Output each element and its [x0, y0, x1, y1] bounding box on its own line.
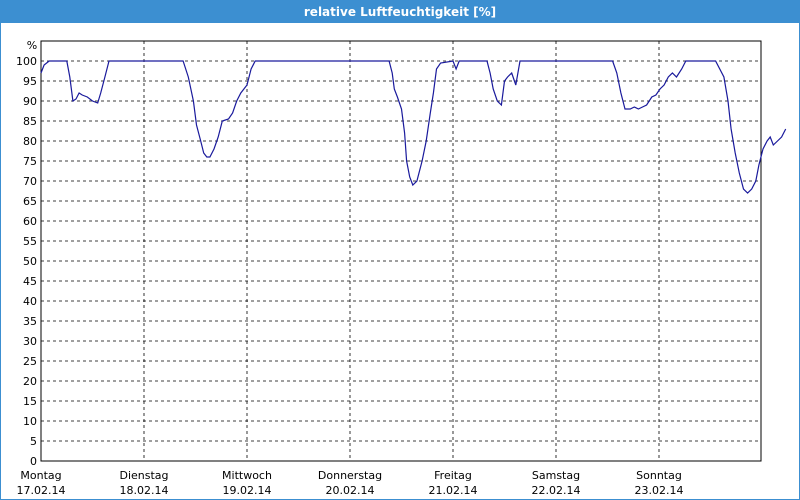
x-tick-day-label: Dienstag	[119, 469, 168, 482]
y-tick-label: 65	[23, 195, 37, 208]
y-tick-label: 25	[23, 355, 37, 368]
y-tick-label: 70	[23, 175, 37, 188]
y-tick-label: 35	[23, 315, 37, 328]
x-tick-date-label: 19.02.14	[223, 484, 272, 497]
x-tick-day-label: Freitag	[434, 469, 472, 482]
x-tick-day-label: Samstag	[532, 469, 580, 482]
y-tick-label: 30	[23, 335, 37, 348]
y-tick-label: 10	[23, 415, 37, 428]
x-tick-date-label: 20.02.14	[326, 484, 375, 497]
x-tick-date-label: 21.02.14	[429, 484, 478, 497]
x-tick-date-label: 18.02.14	[120, 484, 169, 497]
y-tick-label: 95	[23, 75, 37, 88]
y-tick-label: 45	[23, 275, 37, 288]
y-tick-label: 100	[16, 55, 37, 68]
x-axis-ticks: Montag 17.02.14 Dienstag 18.02.14 Mittwoch 19…	[17, 469, 684, 497]
y-tick-label: 85	[23, 115, 37, 128]
y-tick-label: 60	[23, 215, 37, 228]
y-tick-label: 15	[23, 395, 37, 408]
y-tick-label: 5	[30, 435, 37, 448]
x-tick-day-label: Donnerstag	[318, 469, 382, 482]
x-tick-day-label: Sonntag	[636, 469, 682, 482]
x-tick-day-label: Montag	[20, 469, 61, 482]
x-tick-date-label: 22.02.14	[532, 484, 581, 497]
y-axis-label: %	[27, 39, 37, 52]
humidity-series-line	[40, 60, 787, 194]
x-tick-day-label: Mittwoch	[222, 469, 272, 482]
y-tick-label: 90	[23, 95, 37, 108]
y-tick-label: 75	[23, 155, 37, 168]
y-axis-ticks: 0 5 10 15 20 25 30 35 40 45 50 55 60 65 70 75 80 85 90 95 10…	[16, 55, 37, 468]
x-tick-date-label: 17.02.14	[17, 484, 66, 497]
grid-lines	[41, 41, 761, 461]
y-tick-label: 0	[30, 455, 37, 468]
y-tick-label: 20	[23, 375, 37, 388]
x-tick-date-label: 23.02.14	[635, 484, 684, 497]
plot-area	[40, 40, 762, 462]
window-title: relative Luftfeuchtigkeit [%]	[1, 1, 799, 23]
y-tick-label: 40	[23, 295, 37, 308]
y-tick-label: 55	[23, 235, 37, 248]
y-tick-label: 80	[23, 135, 37, 148]
y-tick-label: 50	[23, 255, 37, 268]
